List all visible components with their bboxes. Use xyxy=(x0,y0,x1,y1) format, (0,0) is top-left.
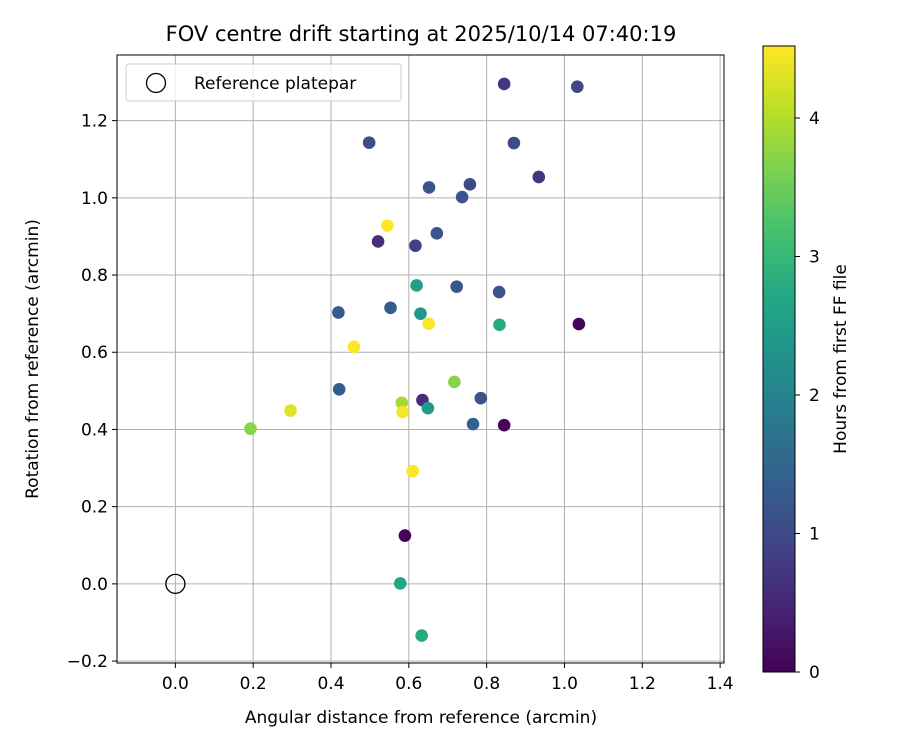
y-tick-label: 0.6 xyxy=(81,343,108,363)
data-point xyxy=(422,317,435,330)
plot-background xyxy=(117,55,724,663)
data-point xyxy=(332,306,345,319)
data-point xyxy=(406,464,420,478)
data-point xyxy=(421,401,435,415)
data-point xyxy=(393,577,407,590)
y-tick-label: 0.0 xyxy=(81,575,108,595)
data-point xyxy=(571,80,584,93)
data-point xyxy=(493,318,506,332)
legend-label-reference: Reference platepar xyxy=(194,74,356,94)
colorbar-ticks: 0 1 2 3 4 xyxy=(795,109,820,683)
colorbar-gradient xyxy=(762,45,796,673)
data-point xyxy=(450,280,463,293)
data-point xyxy=(430,227,444,240)
x-tick-label: 1.4 xyxy=(707,674,734,694)
x-tick-label: 0.2 xyxy=(240,674,267,694)
legend-box xyxy=(125,63,402,102)
data-point xyxy=(507,136,521,150)
reference-marker-group xyxy=(165,573,186,595)
grid xyxy=(117,55,724,663)
y-tick-label: 0.8 xyxy=(81,266,108,286)
y-axis-label: Rotation from reference (arcmin) xyxy=(23,219,43,499)
data-point xyxy=(332,383,346,396)
x-axis-ticks: 0.0 0.2 0.4 0.6 0.8 1.0 1.2 1.4 xyxy=(162,663,734,694)
y-tick-label: 1.0 xyxy=(81,189,108,209)
chart-title: FOV centre drift starting at 2025/10/14 … xyxy=(166,22,677,46)
data-points xyxy=(244,77,586,642)
y-tick-label: −0.2 xyxy=(67,652,108,672)
plot-frame xyxy=(116,54,725,664)
data-point xyxy=(414,307,427,320)
data-point xyxy=(410,279,423,292)
x-tick-label: 0.6 xyxy=(395,674,422,694)
data-point xyxy=(398,529,412,542)
x-tick-label: 0.0 xyxy=(162,674,189,694)
plot-area: 0.0 0.2 0.4 0.6 0.8 1.0 1.2 1.4 −0.20.00.20.40.… xyxy=(67,54,734,694)
x-tick-label: 0.4 xyxy=(317,674,344,694)
legend: Reference platepar xyxy=(125,63,402,102)
data-point xyxy=(422,181,436,194)
reference-point-marker xyxy=(165,573,186,595)
data-point xyxy=(396,405,409,419)
data-point xyxy=(448,375,461,389)
data-point xyxy=(415,629,428,642)
data-point xyxy=(466,417,480,431)
data-point xyxy=(474,391,488,405)
data-point xyxy=(497,77,511,91)
data-point xyxy=(463,178,477,191)
data-point xyxy=(347,340,361,354)
colorbar-tick-label: 1 xyxy=(809,525,820,545)
data-point xyxy=(244,422,257,435)
data-point xyxy=(395,396,409,410)
data-point xyxy=(532,170,546,184)
data-point xyxy=(455,190,469,204)
x-tick-label: 1.0 xyxy=(551,674,578,694)
data-point xyxy=(497,418,511,432)
y-tick-label: 0.2 xyxy=(81,498,108,518)
y-tick-label: 0.4 xyxy=(81,420,108,440)
colorbar-tick-label: 2 xyxy=(809,386,820,406)
legend-reference-marker xyxy=(145,72,167,94)
data-point xyxy=(572,317,586,331)
data-point xyxy=(381,219,394,232)
x-axis-label: Angular distance from reference (arcmin) xyxy=(245,708,597,728)
x-tick-label: 0.8 xyxy=(473,674,500,694)
y-tick-label: 1.2 xyxy=(81,112,108,132)
data-point xyxy=(371,235,385,248)
data-point xyxy=(492,285,506,299)
data-point xyxy=(384,301,397,315)
data-point xyxy=(362,136,376,149)
colorbar-tick-label: 4 xyxy=(809,109,820,129)
x-tick-label: 1.2 xyxy=(629,674,656,694)
y-axis-ticks: −0.2 0.0 0.2 0.4 0.6 0.8 1.0 1.2 xyxy=(67,112,117,672)
colorbar: 0 1 2 3 4 Hours from first FF file xyxy=(762,45,851,683)
colorbar-tick-label: 0 xyxy=(809,663,820,683)
colorbar-label: Hours from first FF file xyxy=(831,264,851,454)
data-point xyxy=(284,404,297,417)
colorbar-tick-label: 3 xyxy=(809,248,820,268)
data-point xyxy=(409,239,422,252)
